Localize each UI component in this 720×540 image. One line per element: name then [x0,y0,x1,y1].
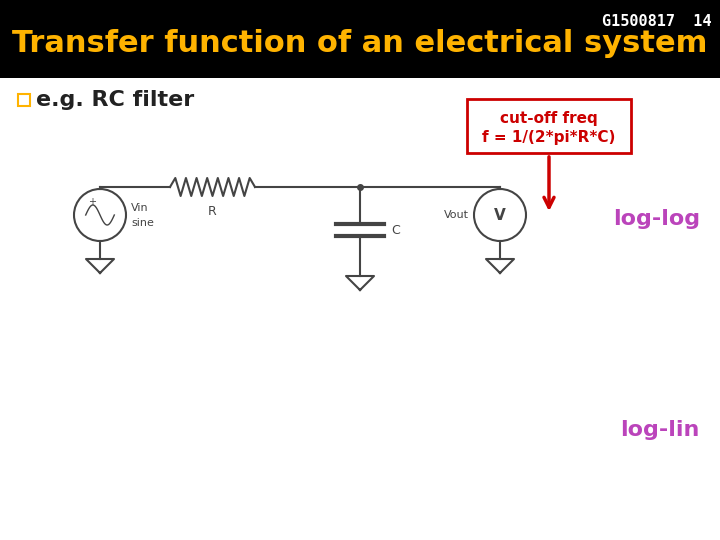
Text: G1500817  14: G1500817 14 [603,14,712,29]
Text: sine: sine [131,218,154,228]
Text: Transfer function of an electrical system: Transfer function of an electrical syste… [12,30,708,58]
Text: Vout: Vout [444,210,469,220]
Bar [0,78,720,540]
Text: log-log: log-log [613,209,700,229]
Bar [0,0,720,78]
Text: log-lin: log-lin [621,420,700,440]
Text: R: R [208,205,217,218]
Text: f = 1/(2*pi*R*C): f = 1/(2*pi*R*C) [482,130,616,145]
Bar [18,94,30,106]
Text: cut-off freq: cut-off freq [500,111,598,126]
Text: e.g. RC filter: e.g. RC filter [36,90,194,110]
FancyBboxPatch shape [467,99,631,153]
Text: V: V [494,207,506,222]
Text: +: + [88,197,96,207]
Text: C: C [391,224,400,237]
Text: Vin: Vin [131,203,148,213]
